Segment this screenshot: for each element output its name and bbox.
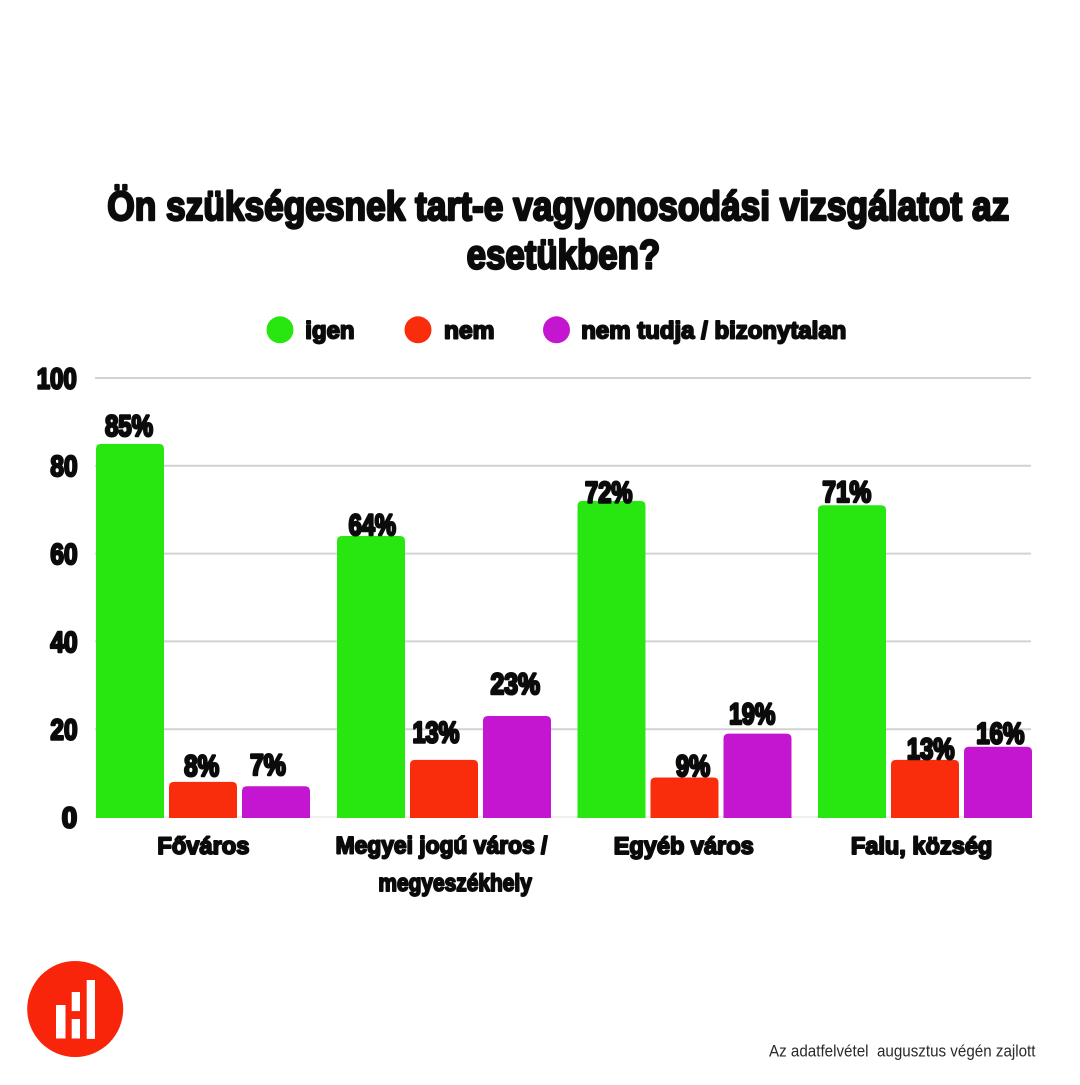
svg-text:0: 0: [62, 802, 77, 834]
svg-text:20: 20: [50, 715, 77, 747]
svg-text:71%: 71%: [822, 476, 871, 509]
svg-text:Megyei jogú város /: Megyei jogú város /: [336, 832, 548, 859]
svg-text:7%: 7%: [250, 749, 286, 782]
svg-text:igen: igen: [305, 317, 354, 344]
svg-text:nem tudja / bizonytalan: nem tudja / bizonytalan: [581, 317, 846, 344]
svg-text:nem: nem: [444, 317, 495, 344]
svg-text:23%: 23%: [490, 668, 540, 701]
svg-text:megyeszékhely: megyeszékhely: [378, 870, 532, 897]
svg-text:100: 100: [37, 363, 77, 395]
svg-text:16%: 16%: [976, 718, 1024, 751]
svg-text:Főváros: Főváros: [157, 833, 249, 860]
svg-text:Az adatfelvétel augusztus vég: Az adatfelvétel augusztus végén zajlott: [769, 1043, 1036, 1061]
svg-text:60: 60: [50, 539, 77, 571]
svg-text:64%: 64%: [349, 509, 396, 542]
svg-text:esetükben?: esetükben?: [467, 232, 661, 278]
svg-text:Egyéb város: Egyéb város: [614, 833, 754, 860]
svg-text:19%: 19%: [729, 698, 775, 731]
svg-text:Falu, község: Falu, község: [851, 833, 993, 860]
svg-text:80: 80: [50, 451, 77, 483]
svg-text:Ön szükségesnek tart-e vagyono: Ön szükségesnek tart-e vagyonosodási viz…: [107, 183, 1009, 229]
svg-text:9%: 9%: [676, 750, 710, 783]
svg-text:13%: 13%: [412, 716, 459, 749]
svg-text:40: 40: [50, 627, 77, 659]
svg-text:8%: 8%: [184, 750, 219, 783]
svg-text:13%: 13%: [907, 733, 955, 766]
svg-text:72%: 72%: [585, 476, 632, 509]
svg-text:85%: 85%: [105, 410, 153, 443]
